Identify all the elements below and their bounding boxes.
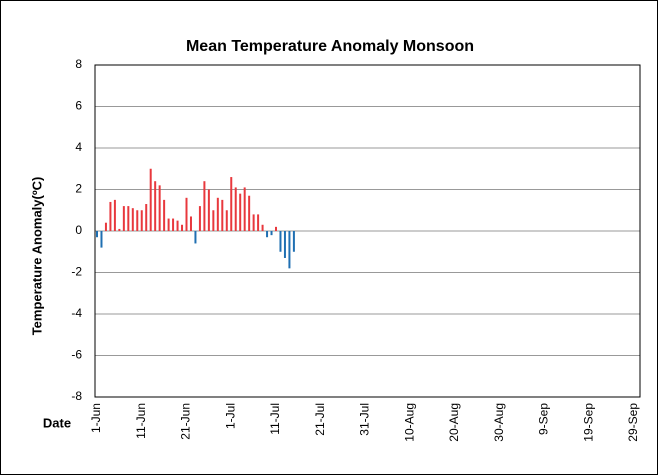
bar <box>163 199 166 231</box>
y-tick-label: 0 <box>75 223 82 237</box>
bar <box>270 231 273 236</box>
bar <box>189 216 192 231</box>
bar <box>261 224 264 231</box>
bar <box>181 224 184 231</box>
bar <box>292 231 295 252</box>
bar <box>230 177 233 231</box>
bar <box>149 168 152 231</box>
x-tick-label: 30-Aug <box>492 403 506 442</box>
x-tick-label: 10-Aug <box>402 403 416 442</box>
bar <box>243 187 246 231</box>
bar <box>279 231 282 252</box>
bar <box>185 197 188 231</box>
y-tick-label: -6 <box>71 348 82 362</box>
bar <box>248 195 251 231</box>
x-tick-label: 31-Jul <box>358 403 372 436</box>
y-tick-label: 6 <box>75 99 82 113</box>
bar <box>96 231 98 238</box>
bar <box>203 181 206 231</box>
bar <box>234 187 237 231</box>
bar <box>104 222 107 231</box>
y-tick-label: 4 <box>75 140 82 154</box>
x-axis-label: Date <box>43 415 71 430</box>
bar <box>109 201 112 231</box>
y-tick-label: -2 <box>71 265 82 279</box>
plot-border <box>94 64 641 398</box>
bar <box>154 181 157 231</box>
x-tick-label: 21-Jul <box>313 403 327 436</box>
bar <box>113 199 116 231</box>
x-tick-label: 1-Jun <box>89 403 103 433</box>
bar <box>127 206 130 231</box>
x-tick-label: 20-Aug <box>447 403 461 442</box>
y-tick-label: -8 <box>71 389 82 403</box>
y-tick-label: 2 <box>75 182 82 196</box>
bar <box>275 226 277 231</box>
y-tick-label: -4 <box>71 306 82 320</box>
bar <box>167 218 170 231</box>
x-tick-label: 1-Jul <box>223 403 237 429</box>
bar <box>158 185 161 231</box>
bar <box>266 231 269 238</box>
x-tick-label: 11-Jun <box>134 403 148 439</box>
x-tick-label: 29-Sep <box>626 403 640 442</box>
bar <box>176 220 179 231</box>
y-axis-label: Temperature Anomaly(ºC) <box>29 177 44 336</box>
bar <box>194 231 197 244</box>
bar <box>145 204 148 231</box>
bar <box>221 199 224 231</box>
bar <box>257 214 260 231</box>
x-tick-label: 21-Jun <box>179 403 193 440</box>
x-tick-label: 9-Sep <box>537 403 551 435</box>
x-tick-label: 19-Sep <box>581 403 595 442</box>
bar <box>207 189 210 231</box>
bar <box>136 210 139 231</box>
bar <box>252 214 255 231</box>
bar <box>118 228 121 231</box>
bar <box>283 231 286 258</box>
bar <box>140 210 143 231</box>
bar <box>225 210 228 231</box>
bar <box>172 218 175 231</box>
chart-title: Mean Temperature Anomaly Monsoon <box>186 38 474 55</box>
bar <box>100 231 103 248</box>
bar <box>216 197 219 231</box>
bar <box>212 210 215 231</box>
bar <box>288 231 291 269</box>
bar <box>122 206 125 231</box>
bar <box>239 193 242 231</box>
y-tick-label: 8 <box>75 57 82 71</box>
bar <box>198 206 201 231</box>
bar <box>131 208 134 231</box>
x-tick-label: 11-Jul <box>268 403 282 435</box>
